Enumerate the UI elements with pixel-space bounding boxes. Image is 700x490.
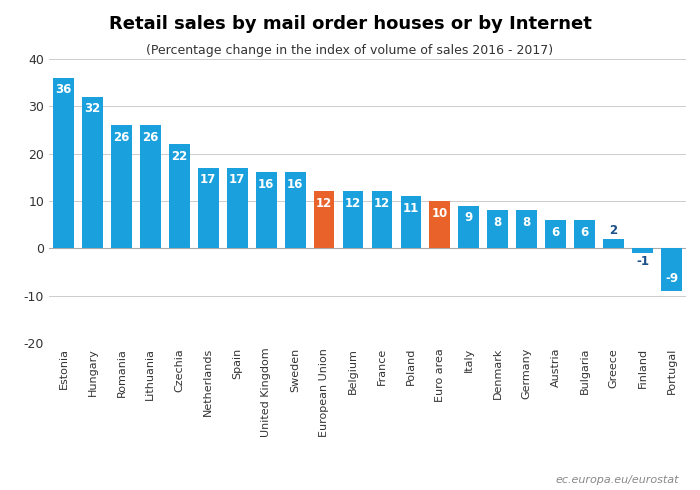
Text: 26: 26 (113, 131, 130, 144)
Bar (111, 125, 132, 248)
Text: 2: 2 (610, 224, 617, 237)
Text: 17: 17 (200, 173, 216, 186)
Text: 12: 12 (345, 197, 361, 210)
Bar (632, 248, 653, 253)
Text: 10: 10 (432, 207, 448, 220)
Bar (285, 172, 305, 248)
Text: 6: 6 (580, 225, 589, 239)
Text: 8: 8 (523, 216, 531, 229)
Bar (603, 239, 624, 248)
Text: 12: 12 (374, 197, 390, 210)
Bar (400, 196, 421, 248)
Bar (314, 192, 335, 248)
Text: 26: 26 (142, 131, 158, 144)
Text: -1: -1 (636, 255, 649, 268)
Bar (256, 172, 276, 248)
Text: 6: 6 (552, 225, 560, 239)
Text: 17: 17 (229, 173, 245, 186)
Bar (198, 168, 218, 248)
Bar (53, 78, 74, 248)
Text: 16: 16 (258, 178, 274, 191)
Text: 16: 16 (287, 178, 303, 191)
Text: ec.europa.eu/eurostat: ec.europa.eu/eurostat (556, 475, 679, 485)
Text: 11: 11 (402, 202, 419, 215)
Text: 22: 22 (172, 150, 188, 163)
Bar (227, 168, 248, 248)
Bar (342, 192, 363, 248)
Text: Retail sales by mail order houses or by Internet: Retail sales by mail order houses or by … (108, 15, 592, 33)
Bar (372, 192, 393, 248)
Text: 36: 36 (55, 83, 71, 97)
Bar (574, 220, 595, 248)
Text: 8: 8 (494, 216, 502, 229)
Bar (517, 210, 537, 248)
Bar (545, 220, 566, 248)
Bar (661, 248, 682, 291)
Text: 12: 12 (316, 197, 332, 210)
Bar (430, 201, 450, 248)
Bar (458, 206, 480, 248)
Text: 9: 9 (465, 211, 473, 224)
Bar (487, 210, 508, 248)
Text: -9: -9 (665, 272, 678, 285)
Text: (Percentage change in the index of volume of sales 2016 - 2017): (Percentage change in the index of volum… (146, 44, 554, 57)
Text: 32: 32 (84, 102, 101, 115)
Bar (169, 144, 190, 248)
Bar (140, 125, 161, 248)
Bar (82, 97, 103, 248)
